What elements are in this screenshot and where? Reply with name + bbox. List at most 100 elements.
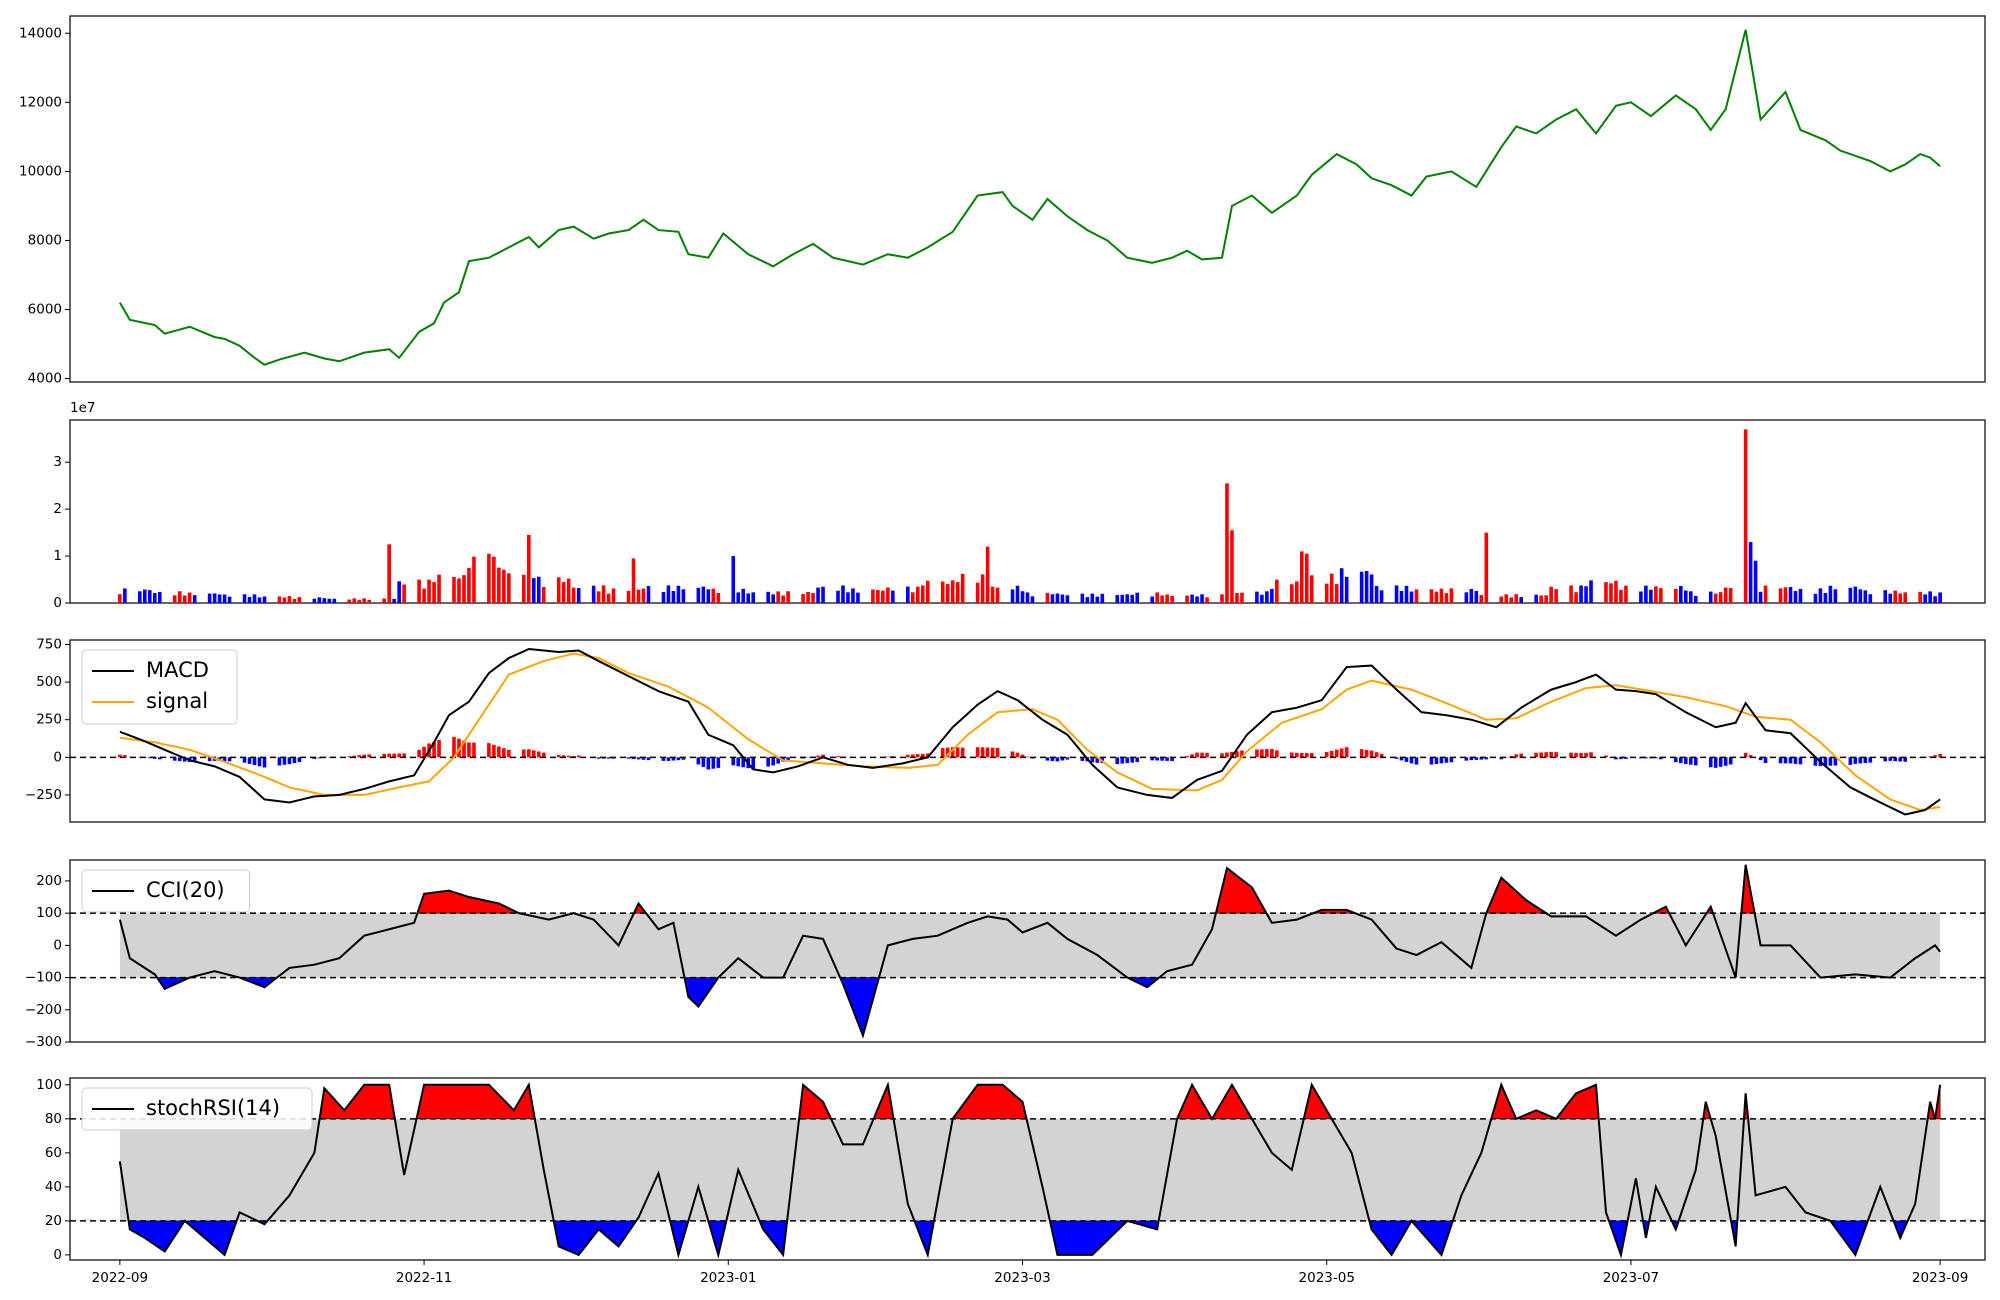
macd-histogram-bar (1334, 749, 1339, 758)
macd-histogram-bar (507, 749, 511, 758)
macd-histogram-bar (681, 757, 686, 760)
volume-bar (821, 586, 825, 603)
y-tick-label: 40 (45, 1179, 62, 1195)
macd-histogram-bar (1584, 752, 1588, 758)
macd-histogram-bar (1080, 757, 1085, 761)
volume-bar (1753, 560, 1758, 603)
macd-histogram-bar (1260, 749, 1264, 758)
volume-bar (138, 591, 142, 603)
macd-histogram-bar (242, 757, 247, 763)
macd-histogram-bar (1404, 757, 1409, 762)
volume-bar (1604, 582, 1608, 603)
macd-histogram-bar (1763, 757, 1768, 764)
macd-histogram-bar (1728, 757, 1733, 765)
volume-bar (192, 595, 197, 603)
volume-bar (287, 596, 292, 603)
volume-bar (1624, 585, 1628, 603)
macd-histogram-bar (247, 757, 252, 764)
volume-bar (571, 587, 576, 603)
macd-histogram-bar (661, 757, 666, 761)
macd-histogram-bar (945, 747, 950, 758)
y-tick-label: 200 (36, 873, 62, 889)
y-tick-label: 0 (53, 937, 62, 953)
volume-bar (776, 591, 780, 603)
y-tick-label: −200 (25, 1002, 62, 1018)
macd-histogram-bar (1185, 755, 1189, 758)
volume-bar (960, 573, 965, 603)
macd-histogram-bar (1275, 750, 1279, 758)
overbought-fill (416, 1083, 536, 1120)
macd-histogram-bar (1220, 753, 1224, 758)
volume-bar (1479, 595, 1484, 603)
macd-histogram-bar (1150, 757, 1154, 761)
macd-histogram-bar (776, 757, 780, 764)
macd-histogram-bar (925, 753, 930, 758)
y-tick-label: 14000 (19, 25, 62, 41)
volume-bar (1928, 591, 1932, 603)
y-tick-label: 750 (36, 637, 62, 653)
y-tick-label: 100 (36, 905, 62, 921)
volume-bar (357, 600, 362, 603)
macd-histogram-bar (262, 757, 267, 768)
macd-histogram-bar (1290, 752, 1294, 758)
macd-histogram-bar (1120, 757, 1125, 764)
x-tick-label: 2023-05 (1299, 1270, 1355, 1286)
macd-histogram-bar (1065, 757, 1070, 760)
volume-bar (596, 591, 601, 603)
volume-bar (886, 587, 890, 603)
volume-bar (836, 590, 840, 603)
macd-histogram-bar (1135, 757, 1140, 763)
macd-histogram-bar (1758, 757, 1763, 761)
volume-bar (282, 597, 287, 603)
volume-bar (1235, 593, 1239, 603)
volume-bar (1619, 589, 1623, 603)
volume-bar (1369, 574, 1374, 603)
volume-bar (432, 582, 436, 603)
y-tick-label: 0 (53, 1247, 62, 1263)
volume-bar (1514, 594, 1519, 603)
macd-histogram-bar (920, 753, 925, 758)
volume-bar (1544, 595, 1548, 603)
volume-bar (1534, 594, 1538, 603)
volume-bar (462, 575, 466, 603)
macd-histogram-bar (671, 757, 676, 761)
volume-bar (1324, 583, 1329, 603)
volume-bar (252, 594, 257, 603)
volume-bar (1329, 573, 1334, 603)
volume-bar (1444, 593, 1449, 603)
volume-bar (352, 598, 357, 603)
volume-bar (177, 591, 182, 603)
macd-histogram-bar (1683, 757, 1688, 765)
volume-bar (1120, 594, 1125, 603)
legend-label: CCI(20) (146, 878, 225, 902)
macd-histogram-bar (1579, 752, 1583, 758)
volume-bar (1693, 595, 1698, 603)
macd-histogram-bar (1255, 749, 1259, 758)
volume-bar (731, 556, 736, 603)
volume-bar (152, 593, 157, 603)
volume-bar (1309, 575, 1314, 603)
macd-histogram-bar (676, 757, 681, 761)
macd-histogram-bar (487, 743, 491, 758)
macd-histogram-bar (1888, 757, 1893, 761)
legend-label: stochRSI(14) (146, 1096, 280, 1120)
volume-bar (387, 544, 391, 603)
volume-bar (1334, 584, 1339, 603)
volume-bar (347, 599, 352, 603)
volume-bar (945, 584, 950, 603)
price-panel: 4000 6000 8000 10000 12000 14000 (19, 15, 1986, 387)
volume-bar (1255, 591, 1259, 603)
macd-histogram-bar (362, 754, 367, 758)
macd-histogram-bar (287, 757, 292, 765)
volume-bar (950, 580, 955, 603)
volume-bar (1469, 588, 1474, 603)
oversold-fill (1049, 1220, 1128, 1256)
volume-bar (1055, 593, 1060, 603)
macd-histogram-bar (716, 757, 721, 768)
volume-bar (1135, 592, 1140, 603)
volume-bar (437, 574, 441, 603)
x-tick-label: 2022-11 (396, 1270, 452, 1286)
volume-bar (1758, 591, 1763, 603)
volume-bar (876, 590, 880, 603)
volume-bar (736, 592, 741, 603)
